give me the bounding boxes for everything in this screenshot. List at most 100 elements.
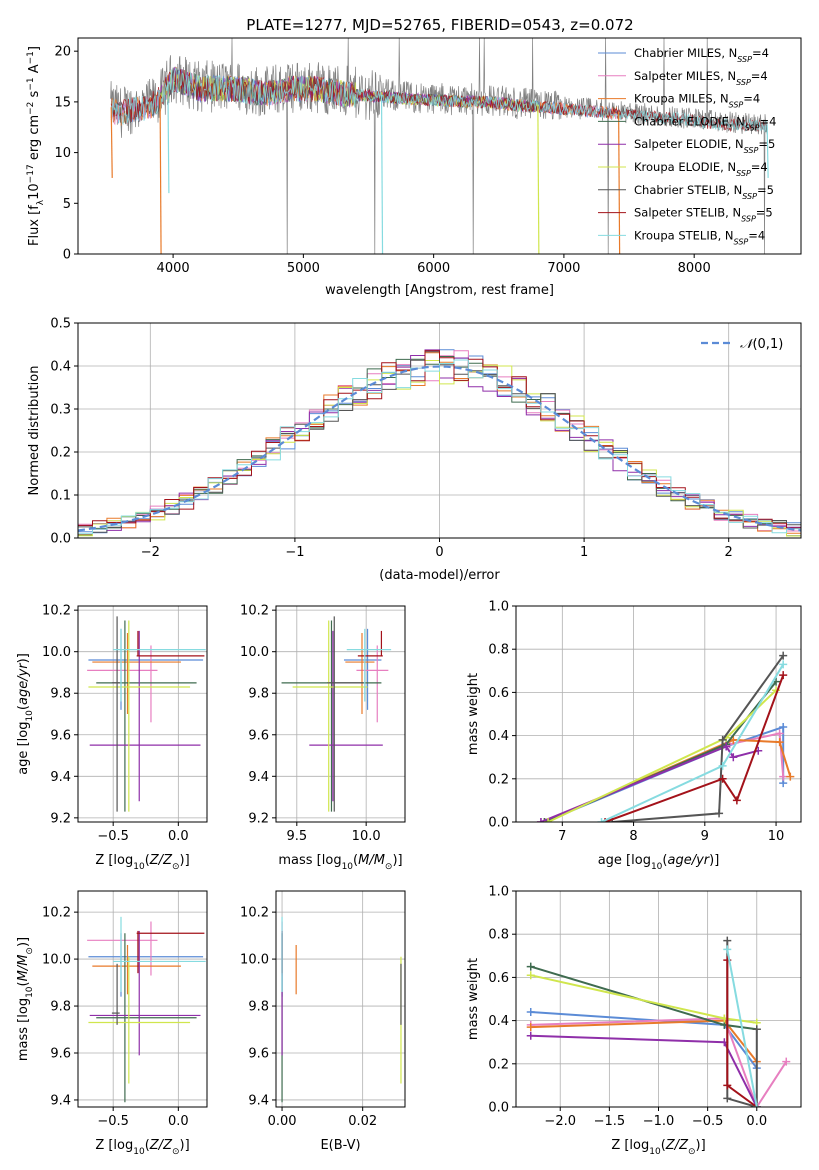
axes-frame — [275, 890, 406, 1108]
legend-nssp: =5 — [756, 206, 773, 220]
legend-entry: Kroupa MILES, NSSP=4 — [634, 92, 760, 110]
x-axis-label: Z [log10(Z/Z⊙)] — [611, 1138, 705, 1157]
y-tick-label: 10 — [54, 146, 71, 161]
y-tick-label: 10.2 — [42, 906, 71, 921]
y-tick-label: 0.3 — [50, 403, 71, 418]
axes-frame — [77, 37, 802, 255]
observed-spectrum — [110, 38, 768, 254]
y-tick-label: 9.8 — [50, 687, 71, 702]
x-tick-label: 10.0 — [352, 829, 381, 844]
x-tick-label: 0.02 — [348, 1114, 377, 1129]
model-spectrum-kroupa-stelib — [110, 67, 768, 133]
label-part: A — [27, 64, 42, 77]
panel-mass_vs_Z: −0.5 0.09.49.69.810.010.2Z [log10(Z/Z⊙)]m… — [16, 890, 208, 1157]
label-part: 10 — [342, 862, 354, 872]
weight-marker — [775, 729, 784, 738]
model-dropout — [380, 94, 384, 254]
weight-line-kroupa-elodie — [547, 689, 777, 822]
y-axis-label: age [log10(age/yr)] — [16, 653, 35, 775]
label-part: )] — [16, 937, 31, 947]
label-part: Z/Z — [149, 853, 173, 868]
plot-area — [281, 616, 392, 812]
y-tick-label: 0.4 — [488, 1014, 509, 1029]
label-part: mass [log — [278, 853, 341, 868]
weight-line-kroupa-stelib — [601, 663, 785, 822]
legend-nssp: =4 — [743, 92, 760, 106]
label-part: Z [log — [95, 853, 133, 868]
legend-entry: Chabrier ELODIE, NSSP=4 — [634, 114, 776, 131]
label-part: age [log — [598, 853, 651, 868]
legend-entry: Chabrier STELIB, NSSP=5 — [634, 183, 774, 201]
legend-sub: SSP — [744, 146, 759, 155]
legend-sub: SSP — [736, 169, 751, 178]
y-tick-label: 9.4 — [248, 770, 269, 785]
label-part: 10 — [133, 862, 145, 872]
label-part: ( — [353, 853, 358, 868]
x-tick-label: 8 — [629, 829, 637, 844]
x-tick-label: 0.0 — [168, 1114, 189, 1129]
label-part: 10 — [25, 710, 35, 722]
label-part: −17 — [26, 164, 36, 183]
y-tick-label: 0.8 — [488, 928, 509, 943]
x-tick-label: −1 — [285, 545, 304, 560]
label-part: Z/Z — [665, 1138, 689, 1153]
x-tick-label: 4000 — [157, 261, 190, 276]
y-tick-label: 9.8 — [248, 1000, 269, 1015]
weight-marker — [526, 962, 535, 971]
label-part: age/yr — [16, 662, 31, 705]
label-part: ⊙ — [172, 862, 180, 872]
y-tick-label: 0.2 — [488, 772, 509, 787]
x-tick-label: 1 — [580, 545, 588, 560]
x-tick-label: −2 — [141, 545, 160, 560]
label-part: ( — [661, 1138, 666, 1153]
panel-age_vs_Z: −0.5 0.09.29.49.69.810.010.2Z [log10(Z/Z⊙… — [16, 604, 208, 872]
y-axis-label: mass weight — [466, 673, 481, 755]
legend-sub: SSP — [741, 214, 756, 223]
label-part: )] — [696, 1138, 706, 1153]
weight-marker — [782, 1057, 791, 1066]
label-part: −1 — [26, 51, 36, 64]
y-tick-label: 10.0 — [240, 645, 269, 660]
weight-marker — [723, 936, 732, 945]
x-tick-label: 7000 — [547, 261, 580, 276]
histogram-salpeter-stelib — [78, 350, 801, 536]
y-tick-label: 0.4 — [488, 729, 509, 744]
weight-marker — [775, 738, 784, 747]
weight-line-kroupa-elodie — [530, 974, 757, 1024]
panel-mass_vs_EBV: 0.00 0.02 9.4 9.6 9.8 10.0 10.2 E(B-V) — [240, 890, 406, 1153]
y-tick-label: 10.0 — [42, 953, 71, 968]
legend-nssp: =4 — [760, 114, 777, 128]
weight-line-salpeter-elodie — [540, 745, 759, 822]
label-part: ⊙ — [25, 947, 35, 955]
x-tick-label: −1.0 — [643, 1114, 675, 1129]
label-part: −2 — [26, 102, 36, 115]
x-tick-label: 0.00 — [268, 1114, 297, 1129]
y-tick-label: 9.4 — [50, 1093, 71, 1108]
legend-nssp: =4 — [748, 228, 765, 242]
y-tick-label: 9.6 — [248, 1047, 269, 1062]
label-part: age/yr — [667, 853, 710, 868]
weight-marker — [786, 772, 795, 781]
legend-name: Salpeter MILES, N — [634, 69, 736, 83]
weight-line-salpeter-miles — [530, 1017, 788, 1107]
panel-weight_vs_Z: −2.0 −1.5 −1.0 −0.5 0.0 0.0 0.2 0.4 0.6 0.8 1.0 Z [… — [466, 885, 802, 1157]
label-part: ] — [27, 46, 42, 51]
plot-area — [87, 616, 206, 812]
y-tick-label: 0.2 — [50, 446, 71, 461]
label-part: mass [log — [16, 998, 31, 1061]
normal-curve — [78, 365, 801, 532]
weight-marker — [779, 722, 788, 731]
weight-line-kroupa-miles — [530, 1019, 758, 1063]
label-part: 10 — [27, 183, 42, 200]
label-part: Z [log — [95, 1138, 133, 1153]
legend-name: Salpeter STELIB, N — [634, 206, 741, 220]
weight-marker — [752, 1025, 761, 1034]
weight-marker — [540, 818, 549, 822]
weight-marker — [544, 818, 553, 822]
legend-nssp: =4 — [751, 69, 768, 83]
label-part: ( — [145, 1138, 150, 1153]
label-part: ( — [145, 853, 150, 868]
legend-args: (0,1) — [752, 337, 783, 352]
weight-line-salpeter-stelib — [604, 674, 785, 822]
